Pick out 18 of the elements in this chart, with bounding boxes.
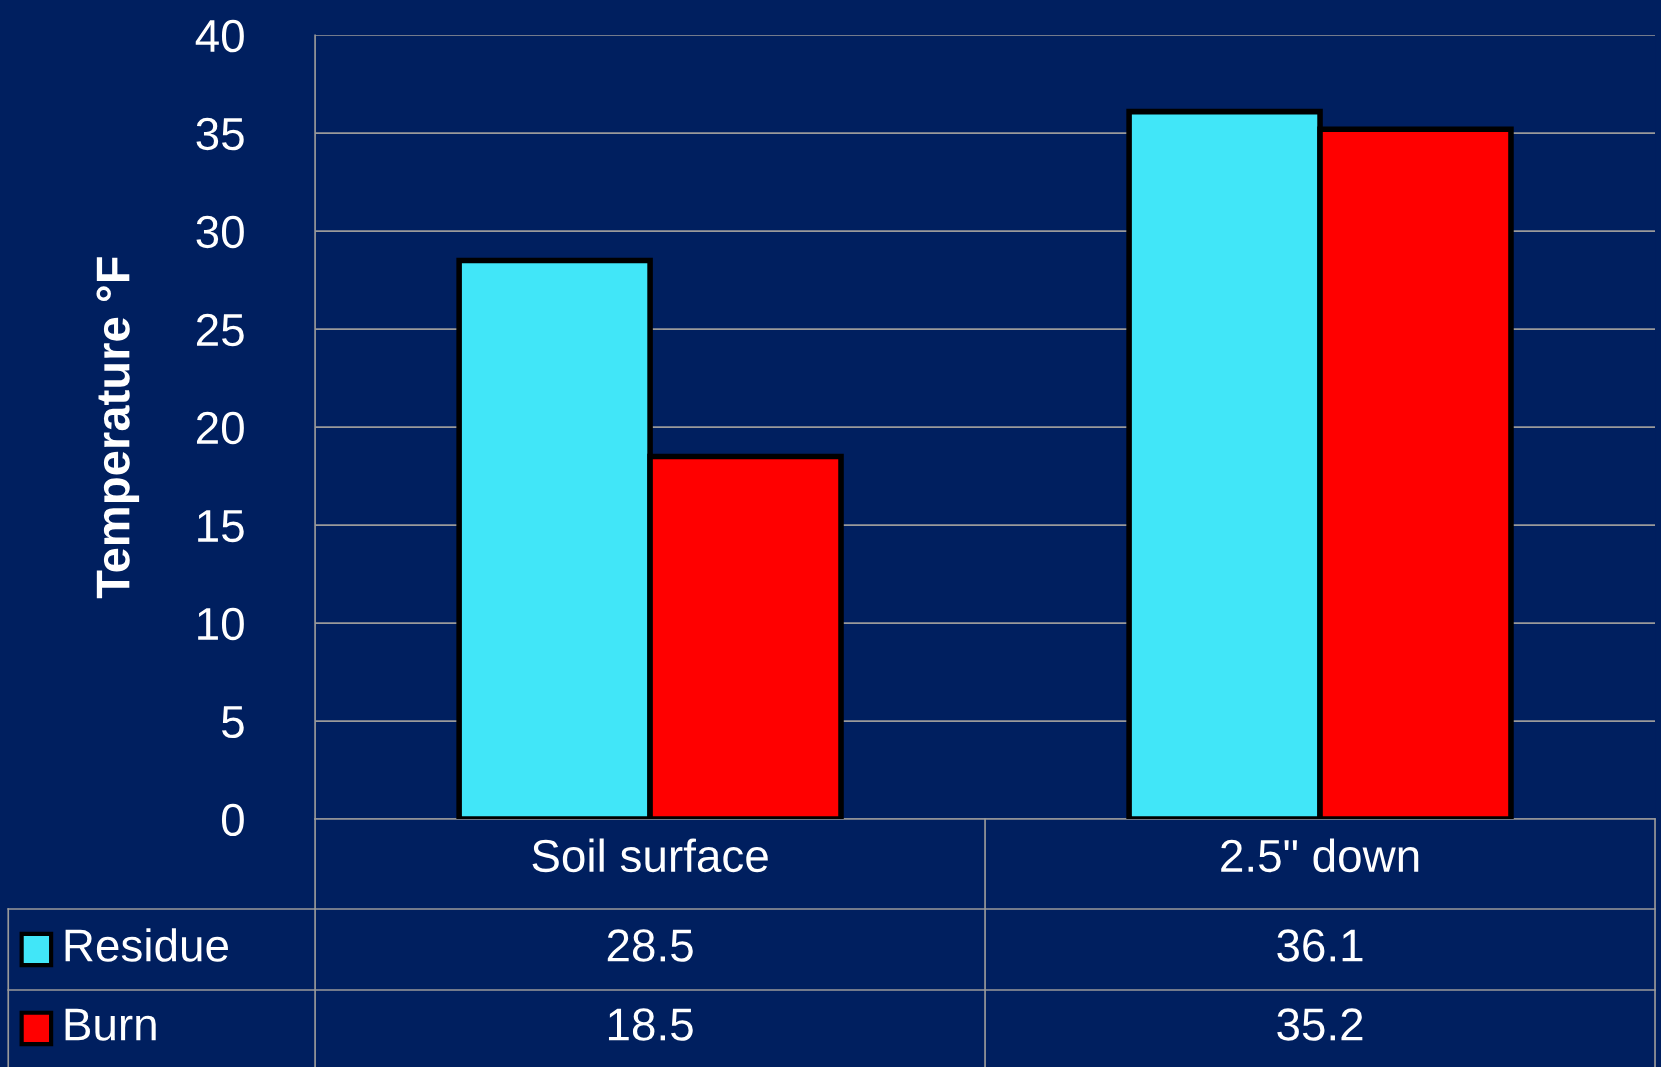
y-tick-label: 10: [198, 607, 244, 641]
data-label: 36.1: [1277, 929, 1363, 962]
data-label: 18.5: [608, 1008, 693, 1041]
y-tick-label: 25: [196, 313, 244, 347]
y-tick-label: 15: [198, 510, 244, 543]
y-tick-label: 0: [221, 803, 244, 837]
data-label: 28.5: [607, 929, 693, 962]
y-tick-label: 20: [196, 411, 244, 445]
data-label: 35.2: [1277, 1008, 1363, 1041]
y-tick-label: 5: [221, 706, 244, 739]
y-tick-label: 30: [196, 215, 244, 249]
x-tick-label: Soil surface: [532, 838, 768, 873]
legend-label: Burn: [65, 1008, 156, 1041]
y-tick-label: 35: [196, 117, 244, 151]
legend-label: Residue: [65, 928, 228, 962]
y-tick-label: 40: [195, 19, 244, 53]
x-tick-label: 2.5" down: [1221, 838, 1419, 873]
y-axis-title: Temperature °F: [96, 257, 140, 599]
